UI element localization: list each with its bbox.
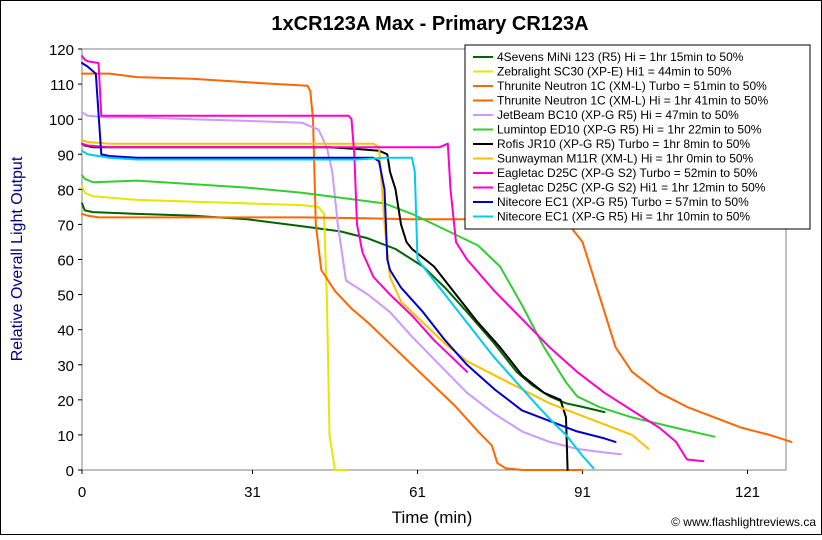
- y-tick-label: 110: [50, 77, 74, 94]
- legend-label: Eagletac D25C (XP-G S2) Hi1 = 1hr 12min …: [497, 181, 766, 195]
- legend-label: Sunwayman M11R (XM-L) Hi = 1hr 0min to 5…: [497, 152, 754, 166]
- legend: 4Sevens MiNi 123 (R5) Hi = 1hr 15min to …: [464, 44, 811, 230]
- y-axis-label: Relative Overall Light Output: [9, 156, 26, 361]
- y-tick-label: 20: [57, 393, 74, 410]
- x-axis: 0 31 61 91 121: [78, 470, 760, 501]
- x-tick-label: 121: [735, 484, 760, 501]
- legend-label: Rofis JR10 (XP-G R5) Turbo = 1hr 8min to…: [497, 137, 750, 151]
- legend-label: Thrunite Neutron 1C (XM-L) Turbo = 51min…: [497, 79, 767, 93]
- legend-label: 4Sevens MiNi 123 (R5) Hi = 1hr 15min to …: [497, 50, 744, 64]
- series-line-6: [81, 174, 716, 438]
- legend-label: Nitecore EC1 (XP-G R5) Hi = 1hr 10min to…: [497, 210, 750, 224]
- legend-box: [464, 44, 811, 230]
- y-tick-label: 30: [57, 358, 74, 375]
- series-line-9: [81, 55, 468, 373]
- x-tick-label: 31: [244, 484, 261, 501]
- x-tick-label: 91: [574, 484, 591, 501]
- series-line-2: [81, 184, 347, 471]
- y-tick-label: 120: [49, 42, 74, 59]
- x-tick-label: 61: [409, 484, 426, 501]
- series-line-8: [81, 139, 650, 450]
- series-line-3: [81, 72, 584, 471]
- y-tick-label: 100: [49, 112, 74, 129]
- series-line-11: [81, 62, 617, 443]
- y-tick-label: 50: [57, 288, 74, 305]
- x-tick-label: 0: [78, 484, 86, 501]
- chart-title: 1xCR123A Max - Primary CR123A: [271, 13, 588, 35]
- y-axis: 0 10 20 30 40 50 60 70 80 90 100 110 120: [49, 42, 82, 480]
- legend-label: Lumintop ED10 (XP-G R5) Hi = 1hr 22min t…: [497, 123, 762, 137]
- legend-label: Eagletac D25C (XP-G S2) Turbo = 52min to…: [497, 166, 758, 180]
- y-tick-label: 90: [57, 147, 74, 164]
- y-tick-label: 10: [57, 428, 74, 445]
- y-tick-label: 60: [57, 253, 74, 270]
- y-tick-label: 40: [57, 323, 74, 340]
- legend-label: Zebralight SC30 (XP-E) Hi1 = 44min to 50…: [497, 65, 732, 79]
- watermark-text: © www.flashlightreviews.ca: [671, 515, 816, 529]
- y-tick-label: 0: [66, 463, 74, 480]
- series-line-12: [81, 149, 595, 470]
- legend-label: Thrunite Neutron 1C (XM-L) Hi = 1hr 41mi…: [497, 94, 768, 108]
- series-group: [81, 55, 793, 471]
- x-axis-label: Time (min): [392, 508, 473, 527]
- legend-label: Nitecore EC1 (XP-G R5) Turbo = 57min to …: [497, 195, 749, 209]
- series-line-5: [81, 111, 622, 456]
- legend-label: JetBeam BC10 (XP-G R5) Hi = 47min to 50%: [497, 108, 739, 122]
- series-line-10: [81, 142, 705, 463]
- y-tick-label: 70: [57, 217, 74, 234]
- y-tick-label: 80: [57, 182, 74, 199]
